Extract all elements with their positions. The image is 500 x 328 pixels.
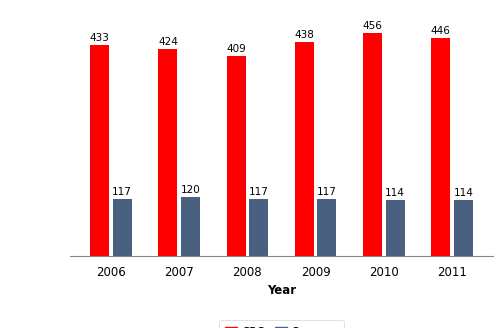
Text: 409: 409 (226, 44, 246, 54)
Text: 117: 117 (112, 187, 132, 197)
Bar (386, 200, 404, 256)
Text: 456: 456 (362, 21, 382, 31)
Text: 446: 446 (431, 26, 451, 36)
Bar (363, 33, 382, 256)
Text: 117: 117 (248, 187, 268, 197)
Text: 438: 438 (294, 30, 314, 40)
Bar (454, 200, 473, 256)
Bar (432, 38, 450, 256)
Text: 433: 433 (90, 32, 110, 43)
Bar (295, 42, 314, 256)
Text: 424: 424 (158, 37, 178, 47)
Text: 114: 114 (454, 188, 473, 198)
Bar (181, 197, 200, 256)
Bar (318, 199, 336, 256)
Bar (112, 199, 132, 256)
Text: 114: 114 (385, 188, 405, 198)
Bar (158, 49, 178, 256)
Text: 117: 117 (317, 187, 337, 197)
X-axis label: Year: Year (267, 284, 296, 297)
Text: 120: 120 (180, 185, 201, 195)
Bar (249, 199, 268, 256)
Legend: CRS, Surgery: CRS, Surgery (220, 320, 344, 328)
Bar (90, 45, 109, 256)
Bar (226, 56, 246, 256)
